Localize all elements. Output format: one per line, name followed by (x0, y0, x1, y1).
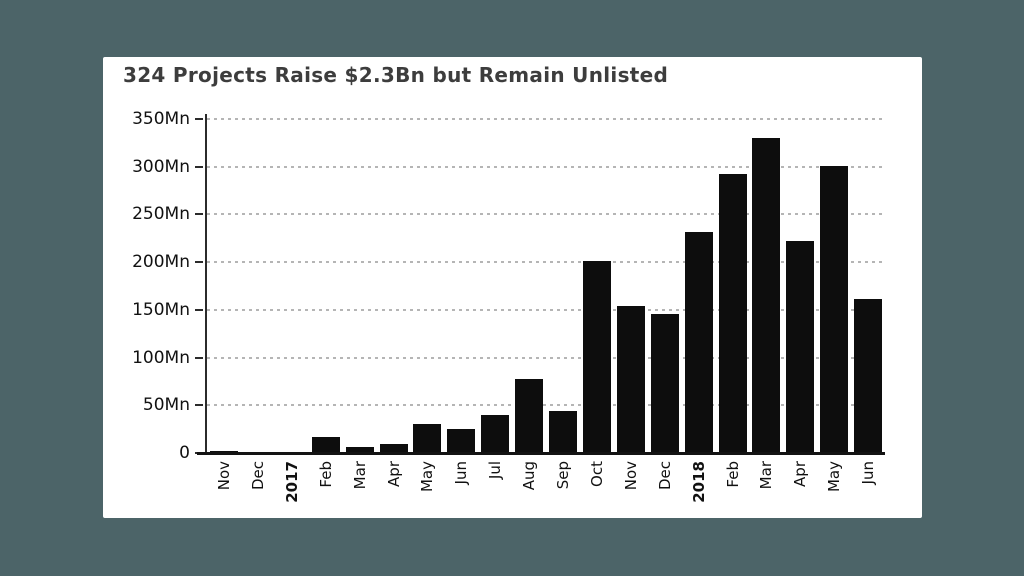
y-tick-label: 300Mn (132, 156, 190, 177)
x-tick-label-sep: Sep (553, 461, 572, 490)
y-axis-tick (195, 261, 203, 264)
bar-may (820, 166, 848, 453)
bar-mar (752, 138, 780, 453)
chart-card: 324 Projects Raise $2.3Bn but Remain Unl… (103, 57, 922, 518)
x-tick-label-oct: Oct (587, 461, 606, 487)
x-tick-label-apr: Apr (384, 461, 403, 487)
gridline-100Mn (207, 356, 885, 359)
x-tick-label-jun: Jun (858, 461, 877, 485)
x-tick-label-mar: Mar (350, 461, 369, 490)
x-tick-label-nov: Nov (214, 461, 233, 491)
x-tick-label-jun: Jun (451, 461, 470, 485)
y-tick-label: 250Mn (132, 204, 190, 225)
bar-oct (583, 261, 611, 453)
bar-2018 (685, 232, 713, 453)
x-tick-label-feb: Feb (316, 461, 335, 488)
y-axis-line (205, 114, 207, 453)
x-tick-label-nov: Nov (621, 461, 640, 491)
bar-apr (786, 241, 814, 453)
x-tick-label-apr: Apr (790, 461, 809, 487)
bar-nov (617, 306, 645, 453)
x-tick-label-2018: 2018 (689, 461, 708, 503)
x-tick-label-mar: Mar (756, 461, 775, 490)
x-tick-label-dec: Dec (655, 461, 674, 491)
y-tick-label: 0 (179, 443, 190, 463)
y-tick-label: 350Mn (132, 109, 190, 129)
bar-sep (549, 411, 577, 453)
gridline-350Mn (207, 118, 885, 120)
y-tick-label: 200Mn (132, 252, 190, 273)
bar-aug (515, 379, 543, 453)
gridline-300Mn (207, 165, 885, 168)
bar-jun (447, 429, 475, 453)
y-tick-label: 50Mn (142, 395, 190, 416)
y-axis-tick (195, 404, 203, 407)
bar-mar (346, 447, 374, 453)
gridline-150Mn (207, 308, 885, 311)
bar-dec (651, 314, 679, 453)
bar-feb (719, 174, 747, 453)
y-axis-tick (195, 356, 203, 359)
chart-title: 324 Projects Raise $2.3Bn but Remain Unl… (123, 63, 669, 87)
y-axis-tick (195, 308, 203, 311)
y-tick-label: 150Mn (132, 299, 190, 320)
x-tick-label-dec: Dec (248, 461, 267, 491)
x-tick-label-2017: 2017 (282, 461, 301, 503)
y-tick-label: 100Mn (132, 347, 190, 368)
bar-apr (380, 444, 408, 453)
y-axis-tick (195, 165, 203, 168)
x-tick-label-aug: Aug (519, 461, 538, 491)
x-axis-line (197, 452, 885, 455)
bar-jul (481, 415, 509, 453)
x-tick-label-jul: Jul (485, 461, 504, 480)
gridline-200Mn (207, 261, 885, 264)
x-tick-label-may: May (417, 461, 436, 493)
x-tick-label-may: May (824, 461, 843, 493)
x-tick-label-feb: Feb (723, 461, 742, 488)
y-axis-tick (195, 213, 203, 216)
bar-feb (312, 437, 340, 453)
bar-may (413, 424, 441, 453)
gridline-50Mn (207, 404, 885, 407)
gridline-250Mn (207, 213, 885, 216)
bar-jun (854, 299, 882, 453)
y-axis-tick (195, 118, 203, 120)
bar-chart-plot-area: 350Mn 300Mn 250Mn 200Mn 150Mn 100Mn 50Mn 0 Nov De… (132, 109, 885, 503)
